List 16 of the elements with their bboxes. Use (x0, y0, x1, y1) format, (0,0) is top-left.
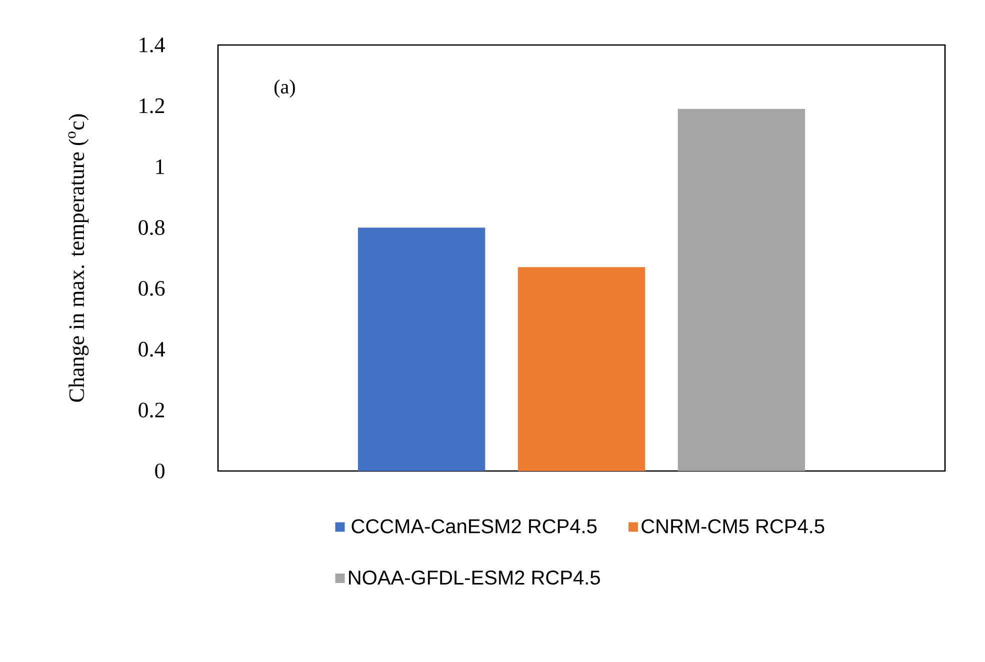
y-tick-label: 0.8 (138, 220, 164, 236)
y-tick-label: 0.4 (138, 342, 165, 357)
annotation: (a) (274, 80, 295, 98)
legend-label: NOAA-GFDL-ESM2 RCP4.5 (349, 570, 600, 585)
legend-label: CNRM-CM5 RCP4.5 (642, 519, 824, 534)
bar (518, 267, 646, 471)
y-tick-label: 1.4 (140, 38, 165, 52)
bar (358, 228, 486, 471)
y-axis-title: Change in max. temperature ($^{o}$c) (68, 114, 89, 402)
legend-label: CCCMA-CanESM2 RCP4.5 (352, 519, 597, 534)
bar (678, 108, 806, 471)
y-tick-label: 0 (155, 464, 164, 478)
y-tick-label: 1 (156, 159, 164, 174)
y-tick-label: 1.2 (140, 98, 164, 114)
y-tick-label: 0.2 (138, 402, 164, 418)
y-tick-label: 0.6 (138, 280, 165, 296)
